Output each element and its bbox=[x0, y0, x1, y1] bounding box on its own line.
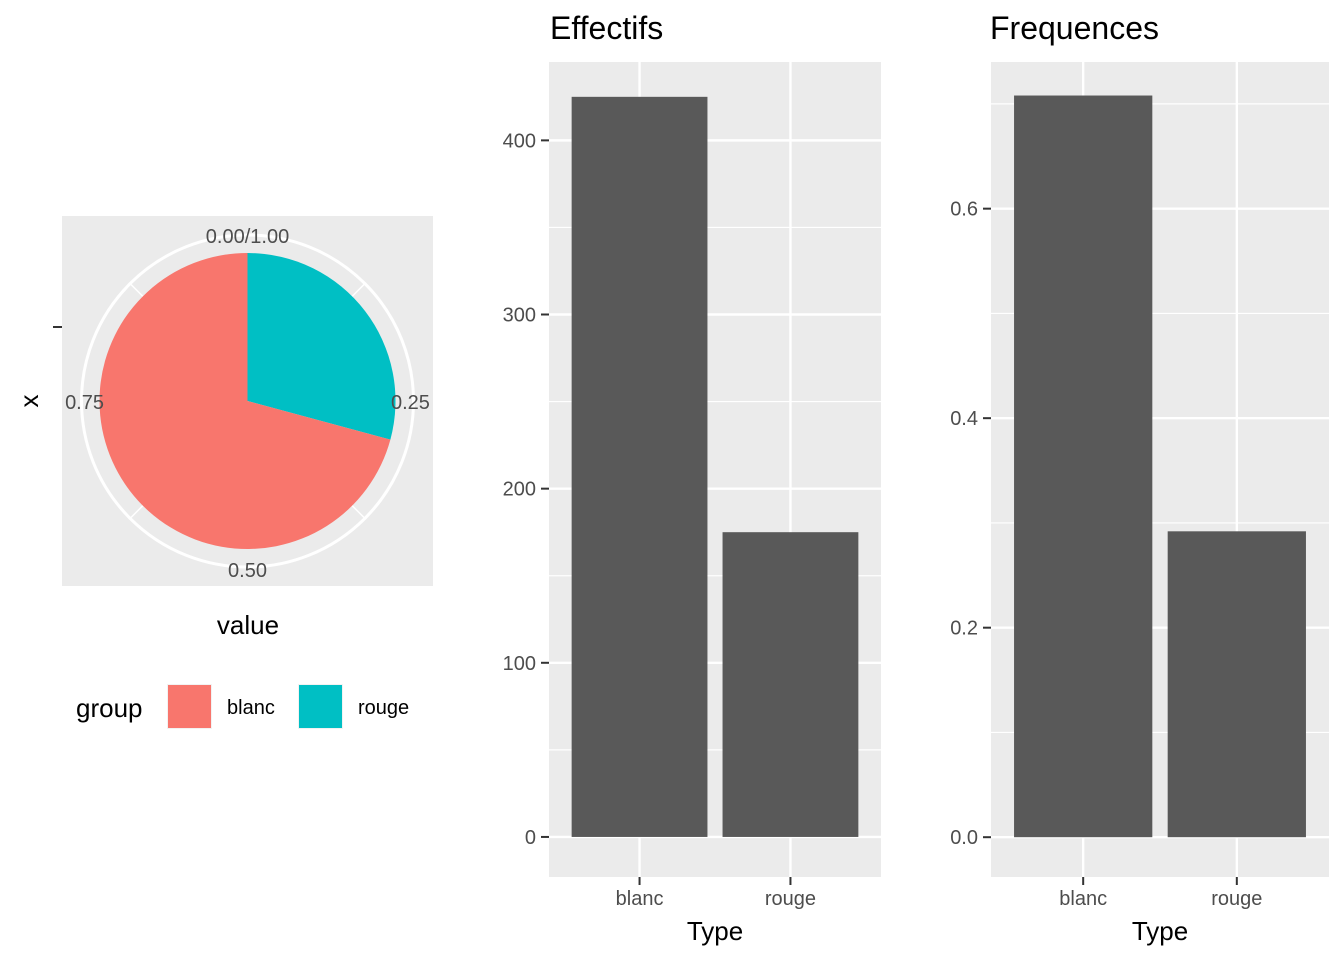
effectifs-bar-panel: 0 100 200 300 400 blanc rouge Effectifs Type bbox=[503, 10, 881, 946]
effectifs-y-tick-label-4: 400 bbox=[503, 130, 536, 152]
frequences-y-tick-label-3: 0.6 bbox=[950, 199, 978, 221]
effectifs-y-tick-label-0: 0 bbox=[525, 827, 536, 849]
frequences-y-tick-label-1: 0.2 bbox=[950, 618, 978, 640]
frequences-bar-blanc bbox=[1014, 95, 1153, 838]
effectifs-y-tick-label-1: 100 bbox=[503, 653, 536, 675]
legend-label-rouge: rouge bbox=[358, 697, 409, 719]
pie-theta-tick-labels: 0.00/1.00 0.25 0.50 0.75 bbox=[65, 226, 430, 582]
legend-label-blanc: blanc bbox=[227, 697, 275, 719]
effectifs-bar-rouge bbox=[722, 532, 859, 837]
legend-swatch-blanc bbox=[168, 685, 211, 728]
effectifs-bar-blanc bbox=[571, 96, 708, 837]
pie-slice-rouge bbox=[247, 253, 396, 440]
frequences-x-tick-label-rouge: rouge bbox=[1211, 888, 1262, 910]
frequences-x-tick-label-blanc: blanc bbox=[1059, 888, 1107, 910]
frequences-y-tick-label-0: 0.0 bbox=[950, 827, 978, 849]
pie-legend: group blanc rouge bbox=[76, 684, 409, 729]
effectifs-x-tick-label-blanc: blanc bbox=[616, 888, 664, 910]
effectifs-x-tick-label-rouge: rouge bbox=[765, 888, 816, 910]
frequences-title: Frequences bbox=[990, 10, 1159, 46]
theta-tick-label-1: 0.25 bbox=[391, 392, 430, 414]
legend-title: group bbox=[76, 693, 143, 723]
frequences-bar-rouge bbox=[1167, 531, 1306, 838]
legend-swatch-rouge bbox=[299, 685, 342, 728]
pie-panel: 0.00/1.00 0.25 0.50 0.75 value x group b… bbox=[14, 216, 433, 729]
frequences-y-tick-label-2: 0.4 bbox=[950, 408, 978, 430]
frequences-bar-panel: 0.0 0.2 0.4 0.6 blanc rouge Frequences Type bbox=[950, 10, 1329, 946]
frequences-x-axis-title: Type bbox=[1132, 916, 1188, 946]
pie-y-axis-title: x bbox=[14, 395, 44, 408]
effectifs-y-tick-label-2: 200 bbox=[503, 479, 536, 501]
theta-tick-label-3: 0.75 bbox=[65, 392, 104, 414]
effectifs-title: Effectifs bbox=[550, 10, 663, 46]
pie-outer-grid-circle bbox=[80, 233, 415, 569]
effectifs-x-axis-title: Type bbox=[687, 916, 743, 946]
effectifs-y-tick-label-3: 300 bbox=[503, 305, 536, 327]
theta-tick-label-0: 0.00/1.00 bbox=[206, 226, 289, 248]
pie-slices bbox=[99, 253, 396, 550]
pie-x-axis-title: value bbox=[217, 610, 279, 640]
theta-tick-label-2: 0.50 bbox=[228, 560, 267, 582]
pie-slice-blanc bbox=[99, 253, 391, 550]
